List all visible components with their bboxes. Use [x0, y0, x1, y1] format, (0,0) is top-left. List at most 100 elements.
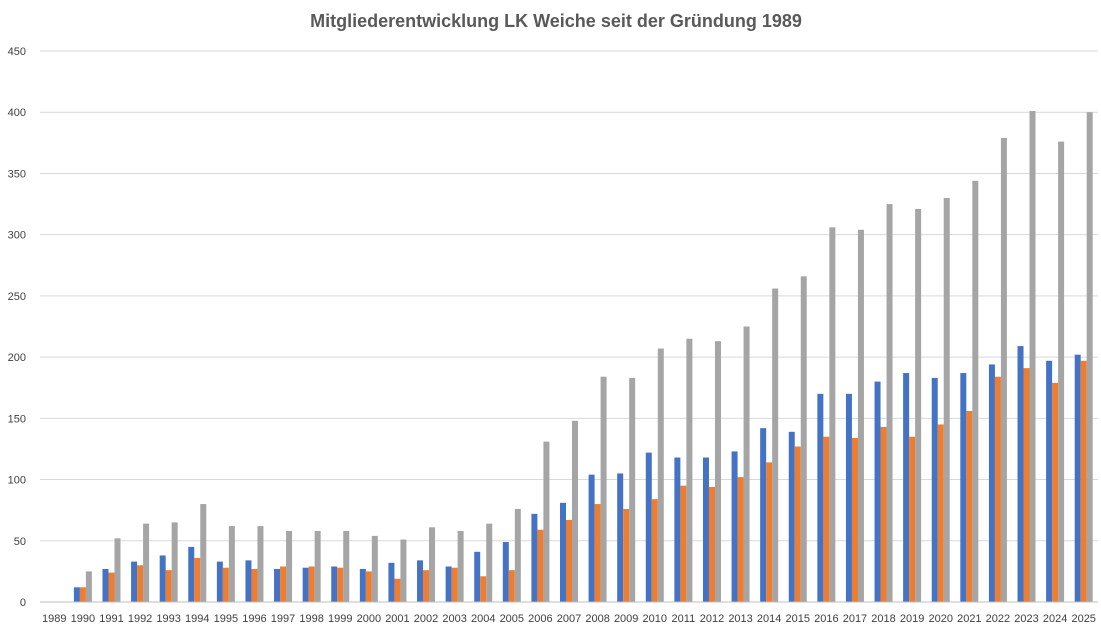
x-tick-label: 1997 [271, 613, 295, 625]
bar-2025-s2 [1080, 360, 1087, 602]
bar-2018-s2 [880, 426, 887, 602]
bar-2000-s2 [365, 571, 372, 602]
bar-2002-s2 [423, 570, 430, 602]
bar-2015-s3 [800, 276, 807, 602]
x-tick-label: 2002 [414, 613, 438, 625]
bar-2011-s1 [674, 457, 681, 602]
x-tick-label: 1990 [71, 613, 95, 625]
x-tick-label: 2019 [900, 613, 924, 625]
bar-1991-s3 [114, 538, 121, 602]
x-tick-label: 2007 [557, 613, 581, 625]
bar-2007-s3 [572, 420, 578, 602]
y-tick-label: 100 [8, 475, 26, 487]
bar-2015-s2 [794, 446, 801, 602]
bar-2023-s3 [1029, 110, 1036, 603]
x-tick-label: 2017 [843, 613, 867, 625]
x-tick-label: 1998 [299, 613, 323, 625]
bar-1998-s1 [302, 567, 309, 602]
bar-2024-s1 [1046, 360, 1053, 602]
bar-1996-s2 [251, 568, 258, 602]
bar-1999-s2 [337, 567, 344, 602]
bar-2007-s2 [566, 519, 572, 602]
x-tick-label: 2016 [814, 613, 838, 625]
x-tick-label: 1996 [242, 613, 266, 625]
bar-2014-s2 [766, 462, 773, 602]
bar-2022-s2 [994, 376, 1001, 602]
bar-2024-s2 [1052, 382, 1059, 602]
bar-2013-s1 [731, 451, 738, 602]
x-tick-label: 1993 [156, 613, 180, 625]
bar-2021-s3 [972, 180, 979, 602]
bar-1992-s3 [143, 523, 150, 602]
y-tick-label: 150 [8, 413, 26, 425]
bar-2023-s1 [1017, 346, 1024, 602]
bar-2008-s1 [588, 474, 595, 602]
y-tick-label: 350 [8, 168, 26, 180]
bar-2015-s1 [788, 431, 795, 602]
bar-2003-s2 [451, 567, 458, 602]
bar-2009-s2 [623, 508, 630, 602]
x-tick-label: 2025 [1071, 613, 1095, 625]
bar-2012-s3 [714, 341, 721, 602]
y-tick-label: 50 [14, 536, 26, 548]
x-tick-label: 1994 [185, 613, 209, 625]
x-tick-label: 2020 [928, 613, 952, 625]
x-tick-label: 2023 [1014, 613, 1038, 625]
bar-2016-s1 [817, 393, 824, 602]
bar-1998-s2 [308, 566, 315, 602]
x-tick-label: 2009 [614, 613, 638, 625]
bar-1990-s3 [85, 571, 92, 602]
bar-2017-s3 [857, 229, 864, 602]
bar-2023-s2 [1023, 368, 1030, 602]
x-axis-ticks: 1989 1990 1991 1992 1993 1994 1995 1996 1997 1998… [42, 613, 1096, 625]
bar-1996-s1 [245, 560, 252, 602]
bar-2021-s2 [966, 410, 973, 602]
bar-1991-s2 [108, 572, 115, 602]
bar-2010-s2 [651, 499, 658, 602]
bar-2004-s1 [474, 551, 481, 602]
bar-1995-s1 [216, 561, 223, 602]
bar-1999-s1 [331, 566, 338, 602]
bar-2001-s2 [394, 578, 401, 602]
y-tick-label: 300 [8, 230, 26, 242]
bar-2019-s1 [903, 373, 910, 602]
bar-2020-s3 [943, 197, 950, 602]
bar-2006-s1 [531, 513, 538, 602]
bar-2020-s1 [931, 377, 938, 602]
bar-1992-s2 [137, 565, 144, 602]
bar-2003-s1 [445, 566, 452, 602]
x-tick-label: 2001 [385, 613, 409, 625]
y-axis-ticks: 0 50 100 150 200 250 300 350 400 450 [8, 46, 26, 609]
bar-2025-s3 [1086, 112, 1093, 602]
x-tick-label: 1992 [128, 613, 152, 625]
x-tick-label: 2024 [1043, 613, 1067, 625]
x-tick-label: 1999 [328, 613, 352, 625]
bar-1993-s1 [159, 555, 166, 602]
bar-2007-s1 [560, 502, 566, 602]
x-tick-label: 2011 [672, 613, 696, 625]
bar-1991-s1 [102, 568, 109, 602]
chart-title: Mitgliederentwicklung LK Weiche seit der… [310, 11, 802, 31]
bar-1998-s3 [314, 530, 321, 602]
bar-1990-s2 [79, 587, 86, 602]
x-tick-label: 1991 [99, 613, 123, 625]
bar-2006-s3 [543, 441, 550, 602]
bar-2022-s3 [1000, 137, 1007, 603]
bar-2008-s2 [594, 504, 601, 602]
bar-2010-s3 [657, 348, 664, 602]
bar-2018-s3 [886, 204, 893, 603]
bar-2000-s1 [359, 568, 366, 602]
bar-2000-s3 [371, 535, 378, 602]
bar-2011-s2 [680, 485, 687, 602]
bar-2006-s2 [537, 529, 544, 602]
bar-2013-s3 [743, 326, 750, 602]
bar-1992-s1 [131, 561, 138, 602]
bar-2012-s1 [702, 457, 709, 602]
bar-1990-s1 [73, 587, 80, 602]
bar-1997-s3 [286, 530, 293, 602]
y-tick-label: 200 [8, 352, 26, 364]
bar-2001-s1 [388, 562, 395, 602]
bars [73, 110, 1093, 603]
bar-2025-s1 [1074, 354, 1081, 602]
